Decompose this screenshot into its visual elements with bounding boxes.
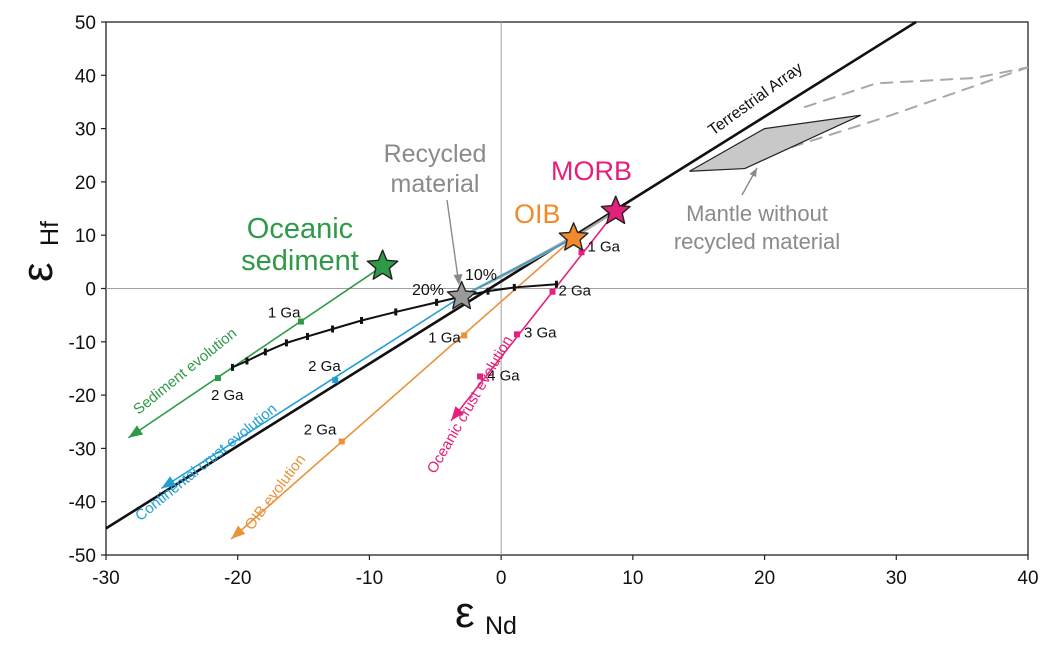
- evolution-line-1-arrowhead: [161, 476, 177, 489]
- terrestrial-array-line: [105, 20, 917, 530]
- y-tick-label: 50: [75, 13, 96, 34]
- evolution-line-0-arrowhead: [128, 425, 144, 438]
- x-axis-label-sub: Nd: [485, 612, 517, 640]
- y-tick-label: -30: [69, 439, 96, 460]
- x-tick-label: 0: [496, 568, 507, 589]
- ga-label: 2 Ga: [559, 283, 592, 300]
- label-20-percent: 20%: [412, 282, 444, 299]
- evolution-tick-marker: [332, 377, 339, 384]
- y-tick-label: -50: [69, 546, 96, 567]
- evolution-line-2-arrowhead: [231, 525, 246, 540]
- y-tick-label: 30: [75, 120, 96, 141]
- ga-label: 3 Ga: [524, 324, 557, 341]
- ga-label: 4 Ga: [487, 367, 520, 384]
- label-oib: OIB: [514, 199, 561, 229]
- star-oceanic-sediment: [366, 249, 399, 280]
- label-oceanic-sediment-line1: Oceanic: [247, 213, 353, 245]
- evolution-tick-marker: [338, 438, 345, 445]
- y-tick-label: -20: [69, 386, 96, 407]
- star-oib: [558, 222, 589, 251]
- x-tick-label: -20: [224, 568, 251, 589]
- recycled-pointer: [446, 199, 459, 279]
- evolution-line-0: [127, 265, 384, 439]
- x-tick-label: 40: [1017, 568, 1038, 589]
- mantle-label-line1: Mantle without: [686, 201, 828, 226]
- star-morb: [600, 195, 631, 225]
- y-axis-label-sub: Hf: [36, 221, 64, 246]
- evolution-tick-marker: [578, 249, 585, 256]
- x-tick-label: 30: [886, 568, 907, 589]
- x-tick-label: -30: [92, 568, 119, 589]
- evolution-label: Sediment evolution: [130, 325, 240, 419]
- y-tick-label: 20: [75, 173, 96, 194]
- evolution-tick-marker: [461, 332, 468, 339]
- mantle-dashed-lower: [790, 66, 1029, 149]
- y-tick-label: 0: [85, 280, 96, 301]
- x-tick-label: -10: [356, 568, 383, 589]
- label-morb: MORB: [551, 156, 632, 186]
- ga-label: 1 Ga: [268, 305, 301, 322]
- label-10-percent: 10%: [465, 267, 497, 284]
- x-tick-label: 20: [754, 568, 775, 589]
- x-tick-label: 10: [622, 568, 643, 589]
- mantle-label-line2: recycled material: [674, 229, 840, 254]
- ga-label: 1 Ga: [587, 238, 620, 255]
- mantle-dashed-upper: [803, 66, 1029, 109]
- mantle-field: [689, 114, 861, 172]
- evolution-label: OIB evolution: [242, 451, 310, 533]
- evolution-line-3: [450, 210, 617, 422]
- evolution-line-1: [160, 295, 463, 490]
- y-tick-label: 40: [75, 66, 96, 87]
- x-axis-label: ε: [455, 588, 475, 637]
- label-recycled-material-line1: Recycled: [384, 140, 487, 168]
- y-tick-label: -40: [69, 493, 96, 514]
- evolution-tick-marker: [214, 375, 221, 382]
- ga-label: 1 Ga: [428, 329, 461, 346]
- evolution-tick-marker: [297, 318, 304, 325]
- star-recycled-material: [446, 280, 477, 310]
- y-tick-label: -10: [69, 333, 96, 354]
- ga-label: 2 Ga: [211, 387, 244, 404]
- evolution-line-3-arrowhead: [451, 406, 465, 421]
- evolution-tick-marker: [477, 373, 484, 380]
- crust-link-line: [461, 237, 574, 298]
- evolution-tick-marker: [549, 288, 556, 295]
- label-recycled-material-line2: material: [391, 170, 480, 198]
- mantle-pointer-arrowhead: [749, 168, 757, 177]
- evolution-label: Oceanic crust evolution: [424, 333, 517, 477]
- ga-label: 2 Ga: [304, 421, 337, 438]
- label-oceanic-sediment-line2: sediment: [241, 245, 359, 277]
- y-tick-label: 10: [75, 226, 96, 247]
- ga-label: 2 Ga: [308, 358, 341, 375]
- recycled-pointer-arrowhead: [453, 274, 463, 285]
- evolution-tick-marker: [513, 331, 520, 338]
- y-axis-label: ε: [13, 262, 62, 282]
